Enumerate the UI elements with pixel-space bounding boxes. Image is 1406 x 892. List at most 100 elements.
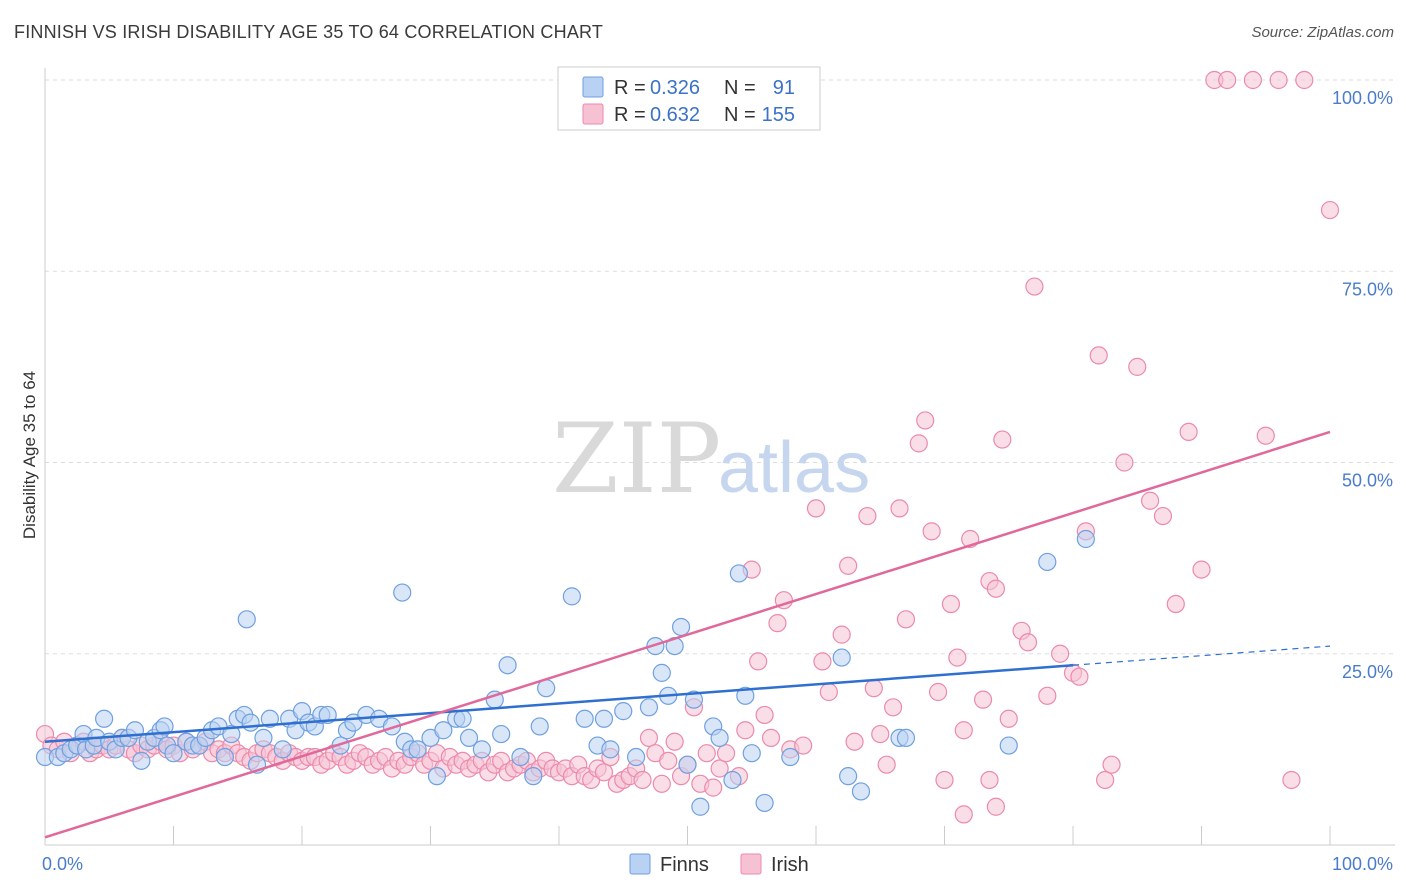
irish-point <box>922 522 941 541</box>
finns-point <box>691 797 710 816</box>
finns-point <box>164 744 183 763</box>
irish-point <box>1295 70 1314 90</box>
y-tick-label: 50.0% <box>1342 471 1393 491</box>
legend-irish-swatch <box>582 103 604 125</box>
legend-finns-r-label: R = <box>614 77 646 99</box>
irish-point <box>858 506 877 526</box>
finns-point <box>434 721 453 740</box>
irish-point <box>665 732 684 751</box>
correlation-legend: R = 0.326 N = 91 R = 0.632 N = 155 <box>557 66 821 131</box>
irish-point <box>1282 770 1301 790</box>
finns-point <box>524 767 543 786</box>
irish-point <box>1115 453 1134 472</box>
legend-finns-n-label: N = <box>724 77 756 99</box>
finns-point <box>459 728 479 748</box>
irish-point <box>909 434 928 453</box>
finns-point <box>393 583 412 602</box>
irish-point <box>935 770 954 790</box>
finns-point <box>999 736 1018 755</box>
legend-finns-label: Finns <box>660 854 709 876</box>
irish-point <box>716 744 736 763</box>
legend-irish-r-label: R = <box>614 104 646 126</box>
irish-point <box>928 682 948 702</box>
irish-point <box>916 411 935 430</box>
irish-point <box>845 732 864 751</box>
irish-point <box>839 556 858 575</box>
finns-point <box>614 702 633 721</box>
irish-point <box>1102 755 1121 774</box>
x-tick-label: 100.0% <box>1332 854 1393 874</box>
trend-lines <box>44 430 1331 839</box>
irish-point <box>1218 70 1237 90</box>
legend-finns-n-value: 91 <box>773 77 795 99</box>
finns-point <box>453 709 472 728</box>
finns-point <box>472 740 491 759</box>
irish-point <box>954 721 973 740</box>
irish-point <box>948 648 967 667</box>
irish-point <box>1153 506 1173 526</box>
finns-point <box>646 636 665 656</box>
finns-point <box>594 709 614 728</box>
finns-point <box>511 747 530 767</box>
irish-point <box>1256 426 1275 445</box>
irish-point <box>1166 594 1185 614</box>
irish-point <box>1018 633 1038 652</box>
irish-point <box>980 770 999 790</box>
legend-finns-swatch <box>582 76 604 98</box>
irish-point <box>999 709 1018 728</box>
y-axis-title: Disability Age 35 to 64 <box>20 371 39 539</box>
irish-point <box>883 698 903 717</box>
irish-point <box>954 805 973 824</box>
x-tick-label: 0.0% <box>42 854 83 874</box>
irish-point <box>594 763 614 782</box>
legend-finns-r-value: 0.326 <box>650 77 700 99</box>
finns-point <box>237 610 256 629</box>
irish-point <box>806 499 826 518</box>
finns-point <box>575 709 594 728</box>
finns-point <box>254 728 273 748</box>
irish-point <box>1025 277 1044 296</box>
finns-point <box>896 728 916 748</box>
grid-lines <box>45 79 1395 655</box>
finns-point <box>626 747 646 767</box>
axes <box>44 68 1395 846</box>
irish-point <box>871 724 890 744</box>
finns-point <box>260 709 279 728</box>
legend-irish-icon <box>740 853 762 875</box>
irish-point <box>1192 560 1211 579</box>
finns-point <box>1038 552 1057 572</box>
irish-point <box>1179 422 1198 441</box>
finns-point <box>678 755 697 774</box>
legend-finns-icon <box>629 853 651 875</box>
irish-point <box>813 652 832 671</box>
irish-point <box>896 610 916 629</box>
finns-point <box>723 770 742 790</box>
finns-point <box>492 724 511 744</box>
irish-point <box>890 499 909 518</box>
watermark-zip: ZIP <box>552 403 721 515</box>
irish-point <box>633 770 652 790</box>
finns-point <box>241 713 260 732</box>
y-tick-label: 75.0% <box>1342 279 1393 299</box>
irish-point <box>993 430 1012 449</box>
finns-point <box>95 709 114 728</box>
finns-point <box>530 717 549 736</box>
y-tick-label: 25.0% <box>1342 662 1393 682</box>
irish-point <box>832 625 851 644</box>
finns-point <box>562 587 581 606</box>
irish-point <box>819 682 838 702</box>
legend-irish-label: Irish <box>771 854 809 876</box>
irish-point <box>973 690 993 709</box>
finns-point <box>273 740 292 759</box>
finns-point <box>408 740 427 759</box>
irish-point <box>659 751 678 770</box>
irish-point <box>768 614 787 633</box>
irish-point <box>941 594 961 614</box>
irish-point <box>749 652 768 671</box>
irish-trend-line <box>44 430 1331 839</box>
irish-point <box>1070 667 1089 686</box>
finns-point <box>215 747 234 767</box>
irish-point <box>652 774 671 793</box>
finns-point <box>601 740 620 759</box>
